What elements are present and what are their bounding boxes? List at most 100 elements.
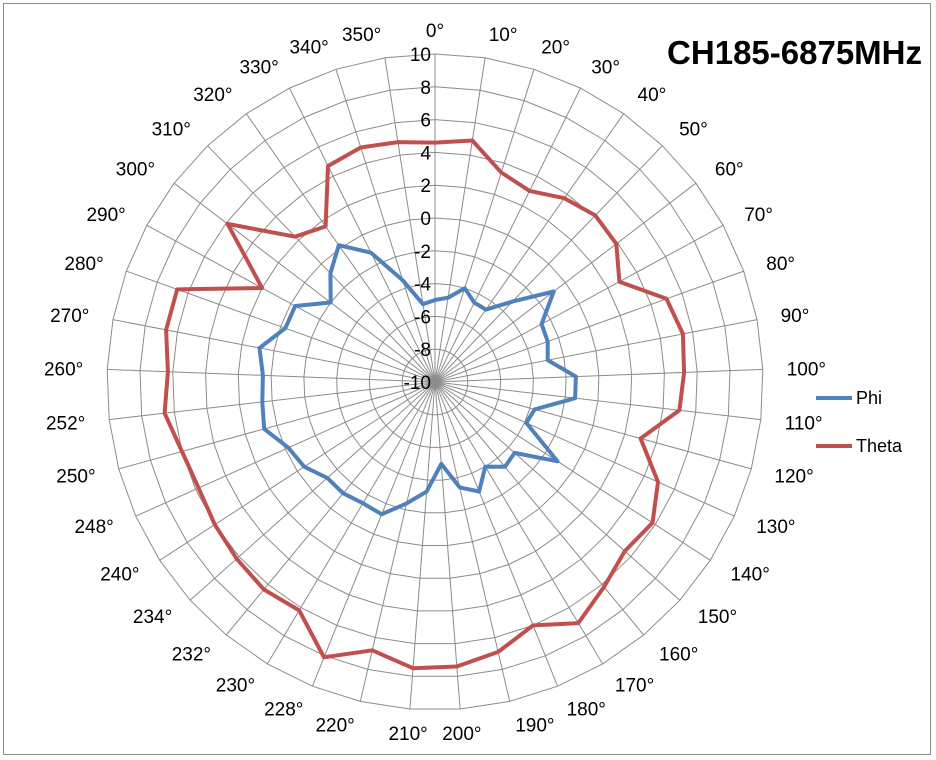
grid-spoke xyxy=(289,87,436,383)
angle-label: 130° xyxy=(756,517,795,538)
grid-spoke xyxy=(434,319,758,383)
angle-label: 170° xyxy=(615,676,654,697)
chart-title: CH185-6875MHz xyxy=(667,34,922,71)
grid-spoke xyxy=(434,381,711,561)
grid-spoke xyxy=(434,381,752,470)
grid-ring xyxy=(270,217,600,546)
grid-spoke xyxy=(189,381,436,601)
radial-tick-label: 2 xyxy=(420,176,431,197)
angle-label: 120° xyxy=(774,466,813,487)
grid-spoke xyxy=(311,381,436,687)
grid-spoke xyxy=(434,381,604,665)
radar-chart: 0° 10° 20° 30° 40° 50° 60° 70° 80° 90° 100° 110° 120… xyxy=(44,21,922,745)
angle-label: 250° xyxy=(56,466,95,487)
radial-tick-label: -6 xyxy=(414,307,431,328)
angle-label: 330° xyxy=(239,58,278,79)
angle-label: 190° xyxy=(515,716,554,737)
angle-label: 60° xyxy=(715,160,744,181)
grid-spoke xyxy=(112,319,436,383)
legend: Phi Theta xyxy=(816,388,903,456)
grid-spoke xyxy=(434,381,761,421)
radial-tick-label: 0 xyxy=(420,209,431,230)
radial-tick-label: -10 xyxy=(404,373,431,394)
grid-spoke xyxy=(135,381,436,517)
grid-ring xyxy=(336,283,534,481)
angle-label: 270° xyxy=(50,306,89,327)
grid-spoke xyxy=(434,57,486,383)
radial-tick-labels: 10 8 6 4 2 0 -2 -4 -6 -8 -10 xyxy=(404,45,432,394)
angle-label: 248° xyxy=(74,517,113,538)
legend-label-phi: Phi xyxy=(856,388,882,408)
angle-label: 232° xyxy=(172,645,211,666)
grid-spoke xyxy=(225,381,436,636)
angle-label: 200° xyxy=(442,724,481,745)
angle-label: 320° xyxy=(193,85,232,106)
radial-tick-label: 6 xyxy=(420,111,431,132)
grid-spoke xyxy=(434,381,735,517)
grid-spoke xyxy=(434,270,744,383)
grid-spoke xyxy=(409,381,436,710)
angle-label: 20° xyxy=(541,37,570,58)
angle-label: 50° xyxy=(679,119,708,140)
grid-spoke xyxy=(146,224,436,383)
grid-spokes xyxy=(107,54,763,710)
grid-spoke xyxy=(359,381,436,702)
angle-label: 150° xyxy=(698,607,737,628)
angle-label: 252° xyxy=(46,413,85,434)
angle-labels: 0° 10° 20° 30° 40° 50° 60° 70° 80° 90° 100° 110° 120… xyxy=(44,21,826,745)
series-line-phi xyxy=(257,243,578,517)
grid-ring xyxy=(368,315,502,448)
grid-spoke xyxy=(434,87,581,383)
angle-label: 30° xyxy=(591,58,620,79)
radial-tick-label: 8 xyxy=(420,78,431,99)
grid-spoke xyxy=(434,368,763,383)
angle-label: 340° xyxy=(289,37,328,58)
angle-label: 260° xyxy=(44,360,83,381)
angle-label: 300° xyxy=(116,160,155,181)
radial-tick-label: -8 xyxy=(414,340,431,361)
grid-spoke xyxy=(118,381,436,470)
angle-label: 180° xyxy=(567,700,606,721)
grid-spoke xyxy=(434,182,697,383)
grid-spoke xyxy=(434,381,511,702)
angle-label: 140° xyxy=(731,564,770,585)
angle-label: 350° xyxy=(342,25,381,46)
angle-label: 310° xyxy=(152,119,191,140)
grid-ring xyxy=(237,184,633,579)
angle-label: 280° xyxy=(64,254,103,275)
grid-spoke xyxy=(159,381,436,561)
series-line-theta xyxy=(162,138,687,671)
angle-label: 90° xyxy=(781,306,810,327)
grid-spoke xyxy=(207,145,436,383)
radial-tick-label: -4 xyxy=(414,275,431,296)
grid-rings xyxy=(106,53,764,710)
grid-spoke xyxy=(434,69,535,383)
grid-ring xyxy=(106,53,764,710)
angle-label: 220° xyxy=(315,716,354,737)
grid-spoke xyxy=(434,381,461,710)
angle-label: 290° xyxy=(86,205,125,226)
angle-label: 40° xyxy=(638,85,667,106)
grid-spoke xyxy=(107,368,436,383)
grid-spoke xyxy=(434,113,625,383)
angle-label: 70° xyxy=(744,205,773,226)
grid-spoke xyxy=(173,182,436,383)
angle-label: 240° xyxy=(100,564,139,585)
grid-ring xyxy=(139,86,731,677)
grid-spoke xyxy=(434,381,645,636)
angle-label: 100° xyxy=(787,360,826,381)
radial-tick-label: 4 xyxy=(420,143,431,164)
angle-label: 0° xyxy=(426,21,444,42)
grid-spoke xyxy=(434,381,559,687)
radial-tick-label: 10 xyxy=(410,45,431,66)
legend-label-theta: Theta xyxy=(856,436,903,456)
grid-spoke xyxy=(434,381,681,601)
angle-label: 234° xyxy=(133,607,172,628)
series-lines xyxy=(162,138,687,671)
angle-label: 110° xyxy=(785,413,823,434)
grid-spoke xyxy=(266,381,436,665)
grid-ring xyxy=(172,119,698,645)
grid-spoke xyxy=(335,69,436,383)
angle-label: 160° xyxy=(659,645,698,666)
grid-ring xyxy=(303,250,567,514)
